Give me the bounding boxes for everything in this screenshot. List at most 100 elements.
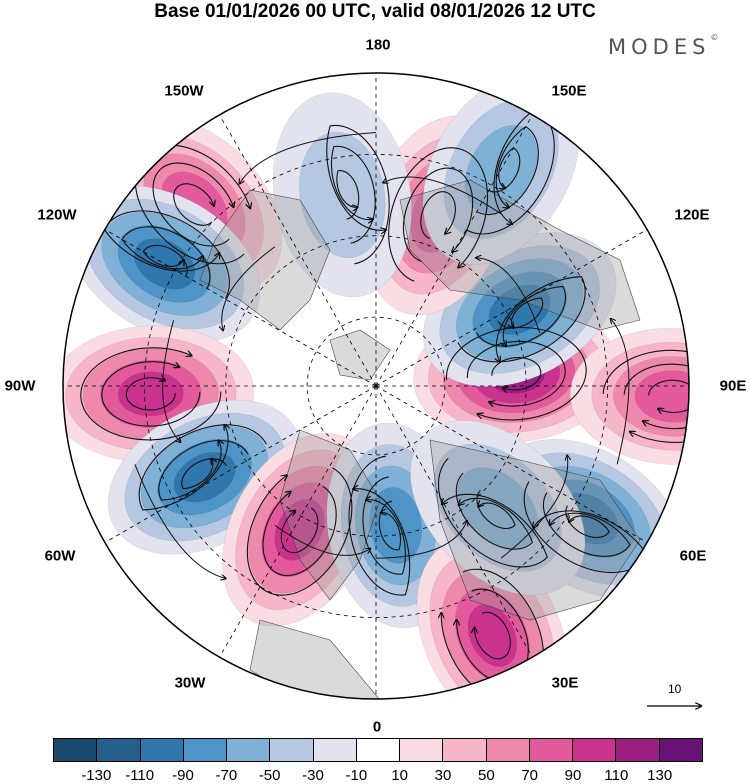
streamline	[125, 377, 176, 411]
colorbar-swatch	[313, 739, 357, 761]
lon-label-120e: 120E	[674, 206, 710, 224]
colorbar-tick-label: 50	[477, 767, 495, 784]
streamline	[437, 457, 548, 568]
streamline	[445, 326, 587, 421]
streamline	[611, 319, 630, 465]
streamline	[336, 170, 360, 220]
anomaly-contour-band	[634, 370, 689, 423]
lon-label-60w: 60W	[44, 547, 76, 565]
streamline	[152, 162, 252, 247]
brand-name: MODES	[608, 35, 711, 59]
positive-anomaly	[569, 328, 689, 465]
streamline	[80, 347, 222, 441]
streamline	[158, 426, 249, 501]
colorbar-swatch	[443, 739, 487, 761]
colorbar-tick-label: 90	[564, 767, 582, 784]
meridian-line	[375, 385, 661, 551]
land-outline	[249, 619, 381, 699]
copyright-mark: ©	[710, 33, 719, 42]
colorbar-swatch	[140, 739, 184, 761]
colorbar-tick-label: -90	[172, 767, 194, 784]
colorbar-tick-label: -110	[125, 767, 155, 784]
streamline	[138, 404, 267, 511]
anomaly-contour-band	[173, 452, 236, 503]
meridian-line	[211, 385, 377, 671]
colorbar-swatch	[97, 739, 141, 761]
lon-label-150e: 150E	[551, 82, 587, 100]
streamline	[457, 276, 586, 383]
colorbar-tick-label: 70	[521, 767, 538, 784]
meridian-line	[91, 385, 377, 551]
colorbar-tick-label: -10	[345, 767, 368, 784]
streamline	[388, 147, 489, 282]
streamline	[274, 524, 371, 556]
anomaly-contour-band	[457, 467, 539, 549]
anomaly-contour-band	[274, 498, 325, 561]
anomaly-contour-band	[488, 284, 551, 335]
land-outline	[199, 189, 331, 331]
colorbar-tick-label: -50	[258, 767, 281, 784]
streamline	[239, 131, 377, 183]
streamline	[383, 176, 502, 215]
negative-anomaly	[410, 420, 586, 596]
colorbar-swatch	[183, 739, 228, 761]
meridian-line	[375, 385, 541, 671]
anomaly-layer	[63, 73, 689, 699]
colorbar-swatch	[356, 739, 401, 761]
meridian-line	[211, 101, 377, 387]
colorbar	[53, 738, 703, 762]
streamline	[142, 244, 188, 277]
colorbar-tick-label: 30	[434, 767, 452, 784]
streamline	[362, 476, 406, 575]
anomaly-contour-band	[117, 371, 184, 417]
streamline	[488, 147, 521, 193]
colorbar-tick-label: 10	[391, 767, 408, 784]
streamline	[623, 363, 689, 430]
colorbar-swatch	[573, 739, 617, 761]
lon-label-150w: 150W	[164, 82, 204, 100]
lon-label-30e: 30E	[551, 674, 579, 692]
streamline	[262, 485, 337, 577]
streamline	[455, 472, 534, 550]
colorbar-tick-label: -70	[215, 767, 238, 784]
streamline	[348, 455, 411, 596]
streamline	[173, 183, 223, 226]
lon-label-180: 180	[365, 36, 391, 54]
streamline	[246, 467, 353, 596]
streamline	[330, 145, 376, 244]
map-title: Base 01/01/2026 00 UTC, valid 08/01/2026…	[154, 1, 596, 22]
lon-label-90e: 90E	[719, 377, 747, 395]
colorbar-swatch	[270, 739, 314, 761]
streamline	[162, 320, 181, 442]
streamline	[420, 191, 456, 239]
streamline	[466, 340, 566, 410]
latitude-circle	[225, 235, 527, 537]
colorbar-swatch	[616, 739, 660, 761]
colorbar-swatch	[227, 739, 271, 761]
streamline	[402, 167, 474, 262]
streamline	[375, 521, 467, 559]
anomaly-contour-band	[467, 604, 517, 667]
streamline	[542, 492, 631, 557]
graticule	[63, 73, 689, 699]
colorbar-tick-label: -30	[302, 767, 324, 784]
meridian-line	[375, 221, 661, 387]
streamline	[103, 210, 230, 300]
colorbar-swatch	[486, 739, 530, 761]
streamline	[181, 451, 227, 490]
lon-label-60e: 60E	[679, 547, 707, 565]
vector-reference-arrow	[647, 684, 705, 714]
streamline	[134, 464, 226, 578]
colorbar-tick-label: 110	[604, 767, 629, 784]
streamline	[101, 361, 201, 427]
streamline	[497, 297, 544, 335]
latitude-circle	[306, 316, 446, 456]
streamline-layer	[80, 107, 689, 699]
negative-anomaly	[68, 185, 261, 343]
colorbar-tick-label: -130	[81, 767, 112, 784]
colorbar-swatch	[400, 739, 444, 761]
streamline	[476, 490, 516, 529]
meridian-line	[91, 221, 377, 387]
lon-label-30w: 30W	[174, 674, 206, 692]
